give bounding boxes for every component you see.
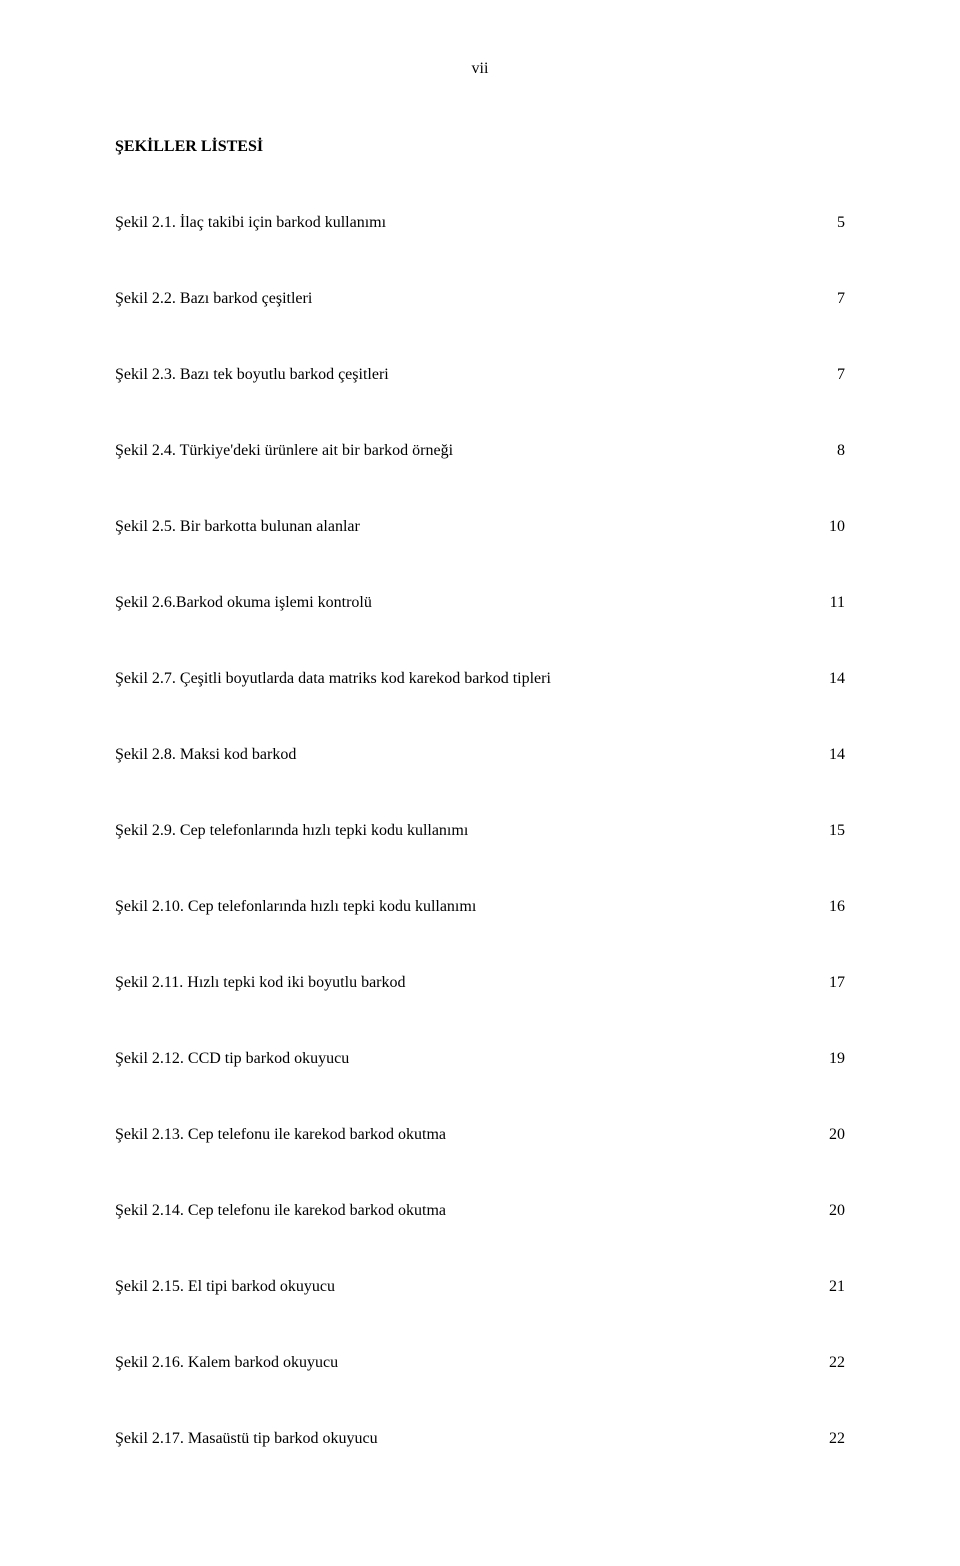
toc-entry-label: Şekil 2.11. Hızlı tepki kod iki boyutlu …	[115, 974, 406, 992]
toc-entry: Şekil 2.13. Cep telefonu ile karekod bar…	[115, 1126, 845, 1144]
toc-entry-page: 17	[829, 974, 845, 992]
toc-entry: Şekil 2.2. Bazı barkod çeşitleri 7	[115, 290, 845, 308]
toc-entry: Şekil 2.4. Türkiye'deki ürünlere ait bir…	[115, 442, 845, 460]
toc-entry: Şekil 2.11. Hızlı tepki kod iki boyutlu …	[115, 974, 845, 992]
toc-entry-label: Şekil 2.15. El tipi barkod okuyucu	[115, 1278, 335, 1296]
toc-entry-page: 5	[837, 214, 845, 232]
toc-entry-label: Şekil 2.4. Türkiye'deki ürünlere ait bir…	[115, 442, 453, 460]
toc-list: Şekil 2.1. İlaç takibi için barkod kulla…	[115, 214, 845, 1448]
toc-entry-label: Şekil 2.10. Cep telefonlarında hızlı tep…	[115, 898, 476, 916]
toc-entry: Şekil 2.5. Bir barkotta bulunan alanlar 1…	[115, 518, 845, 536]
toc-entry-label: Şekil 2.6.Barkod okuma işlemi kontrolü	[115, 594, 372, 612]
toc-entry: Şekil 2.3. Bazı tek boyutlu barkod çeşit…	[115, 366, 845, 384]
toc-entry-label: Şekil 2.17. Masaüstü tip barkod okuyucu	[115, 1430, 378, 1448]
toc-entry: Şekil 2.12. CCD tip barkod okuyucu 19	[115, 1050, 845, 1068]
toc-entry-page: 20	[829, 1202, 845, 1220]
toc-entry-label: Şekil 2.1. İlaç takibi için barkod kulla…	[115, 214, 386, 232]
toc-entry-page: 10	[829, 518, 845, 536]
toc-entry-label: Şekil 2.3. Bazı tek boyutlu barkod çeşit…	[115, 366, 389, 384]
toc-entry-label: Şekil 2.5. Bir barkotta bulunan alanlar	[115, 518, 360, 536]
page-number: vii	[115, 60, 845, 78]
toc-entry: Şekil 2.8. Maksi kod barkod 14	[115, 746, 845, 764]
toc-entry-page: 14	[829, 670, 845, 688]
toc-entry-page: 14	[829, 746, 845, 764]
toc-entry: Şekil 2.1. İlaç takibi için barkod kulla…	[115, 214, 845, 232]
toc-entry-page: 20	[829, 1126, 845, 1144]
toc-entry-page: 22	[829, 1430, 845, 1448]
toc-entry-label: Şekil 2.12. CCD tip barkod okuyucu	[115, 1050, 349, 1068]
toc-entry-page: 8	[837, 442, 845, 460]
toc-entry: Şekil 2.9. Cep telefonlarında hızlı tepk…	[115, 822, 845, 840]
toc-entry: Şekil 2.15. El tipi barkod okuyucu 21	[115, 1278, 845, 1296]
toc-entry: Şekil 2.16. Kalem barkod okuyucu 22	[115, 1354, 845, 1372]
toc-entry-label: Şekil 2.2. Bazı barkod çeşitleri	[115, 290, 312, 308]
toc-entry: Şekil 2.6.Barkod okuma işlemi kontrolü 11	[115, 594, 845, 612]
toc-entry-label: Şekil 2.7. Çeşitli boyutlarda data matri…	[115, 670, 551, 688]
toc-entry-label: Şekil 2.16. Kalem barkod okuyucu	[115, 1354, 338, 1372]
toc-entry-label: Şekil 2.13. Cep telefonu ile karekod bar…	[115, 1126, 446, 1144]
toc-entry-page: 11	[830, 594, 845, 612]
toc-entry-page: 7	[837, 290, 845, 308]
toc-entry: Şekil 2.14. Cep telefonu ile karekod bar…	[115, 1202, 845, 1220]
toc-entry: Şekil 2.7. Çeşitli boyutlarda data matri…	[115, 670, 845, 688]
toc-entry-page: 15	[829, 822, 845, 840]
toc-entry: Şekil 2.10. Cep telefonlarında hızlı tep…	[115, 898, 845, 916]
toc-entry-page: 21	[829, 1278, 845, 1296]
toc-entry: Şekil 2.17. Masaüstü tip barkod okuyucu 2…	[115, 1430, 845, 1448]
toc-entry-label: Şekil 2.9. Cep telefonlarında hızlı tepk…	[115, 822, 468, 840]
toc-entry-page: 7	[837, 366, 845, 384]
list-of-figures-heading: ŞEKİLLER LİSTESİ	[115, 138, 845, 156]
toc-entry-page: 19	[829, 1050, 845, 1068]
toc-entry-page: 22	[829, 1354, 845, 1372]
toc-entry-label: Şekil 2.8. Maksi kod barkod	[115, 746, 296, 764]
toc-entry-page: 16	[829, 898, 845, 916]
toc-entry-label: Şekil 2.14. Cep telefonu ile karekod bar…	[115, 1202, 446, 1220]
